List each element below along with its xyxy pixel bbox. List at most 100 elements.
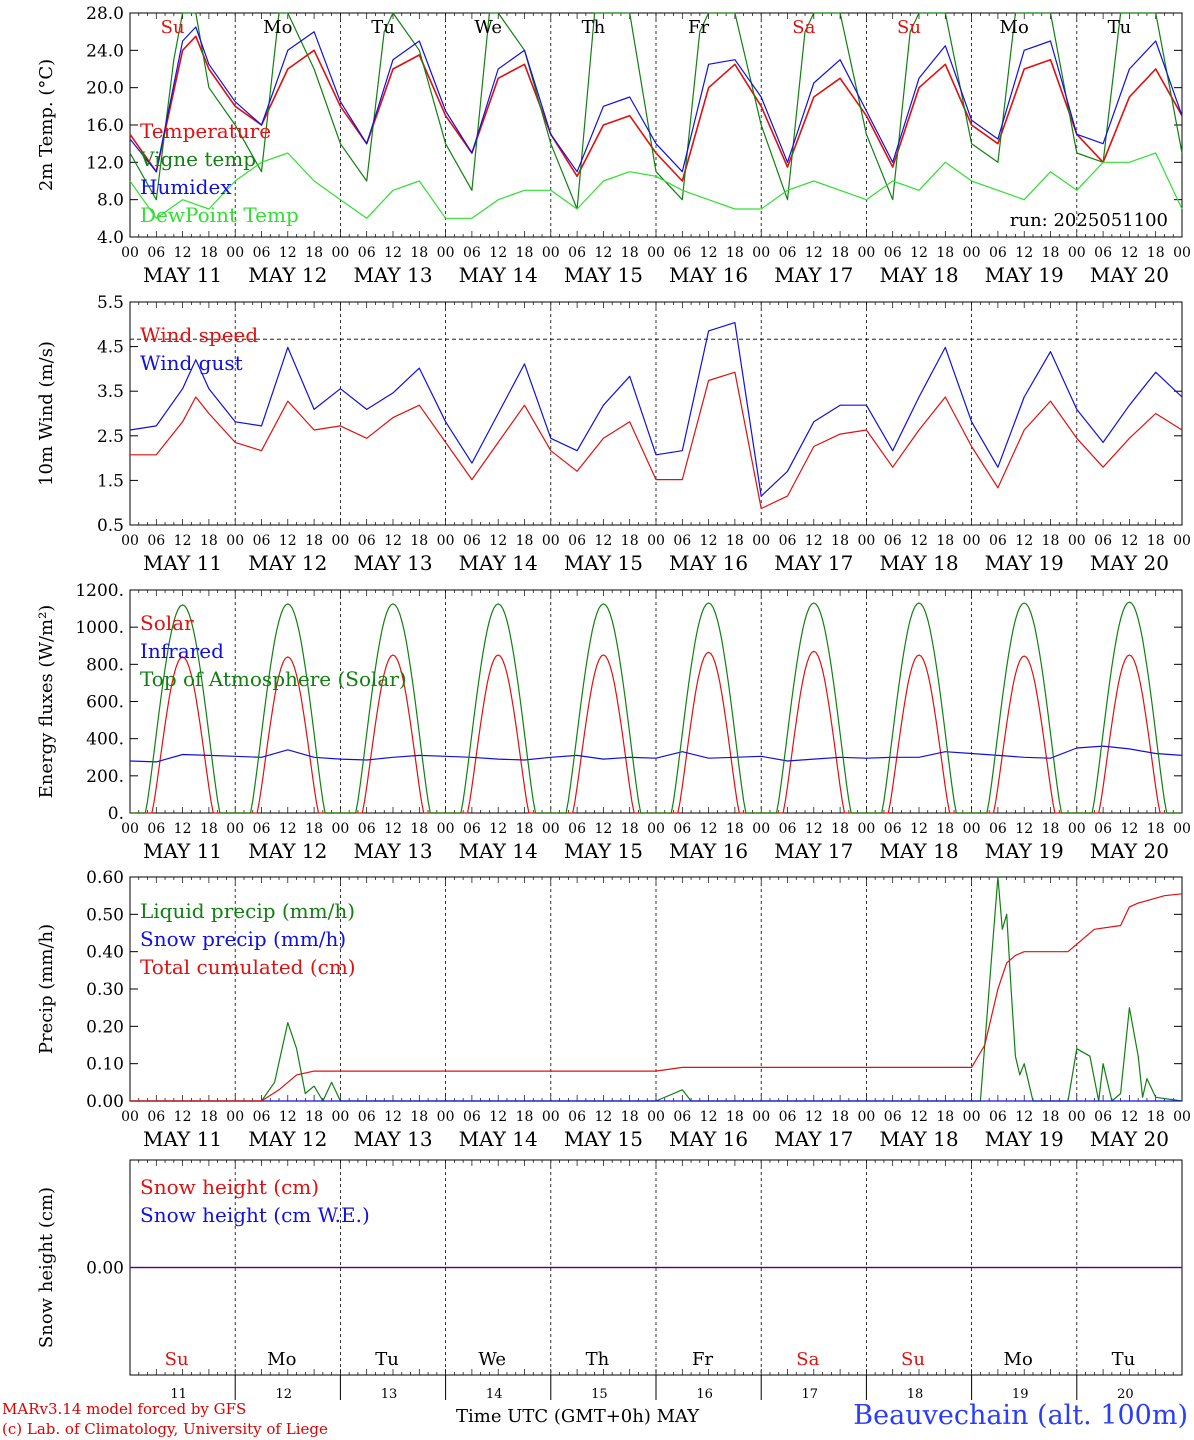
day-abbrev: Su [165,1349,189,1370]
date-label: MAY 13 [353,263,432,287]
day-number: 16 [696,1387,713,1402]
hour-tick-label: 12 [174,533,192,549]
hour-tick-label: 18 [1042,533,1060,549]
hour-tick-label: 18 [831,245,849,261]
date-label: MAY 13 [353,1127,432,1151]
hour-tick-label: 06 [463,533,481,549]
date-label: MAY 14 [459,839,538,863]
legend-entry: DewPoint Temp [140,203,299,227]
legend-entry: Vigne temp [139,147,256,171]
series-line-humidex [129,26,1183,173]
hour-tick-label: 18 [1042,245,1060,261]
y-tick-label: 8.0 [97,191,124,211]
day-number: 20 [1117,1387,1134,1402]
hour-tick-label: 12 [700,1109,718,1125]
date-label: MAY 13 [353,839,432,863]
day-abbrev: Th [582,17,606,38]
hour-tick-label: 00 [647,245,665,261]
hour-tick-label: 12 [910,821,928,837]
hour-tick-label: 00 [542,1109,560,1125]
series-line-infrared [129,745,1183,763]
hour-tick-label: 00 [1068,533,1086,549]
series-line-dewpoint-temp [129,152,1183,219]
hour-tick-label: 00 [331,821,349,837]
hour-tick-label: 18 [621,821,639,837]
hour-tick-label: 12 [279,533,297,549]
hour-tick-label: 12 [594,533,612,549]
date-label: MAY 13 [353,551,432,575]
y-axis-label: 10m Wind (m/s) [36,341,57,486]
date-label: MAY 11 [143,263,222,287]
hour-tick-label: 18 [936,821,954,837]
hour-tick-label: 06 [884,1109,902,1125]
date-label: MAY 19 [985,839,1064,863]
series-line-temperature [129,35,1183,182]
day-abbrev: Su [901,1349,925,1370]
hour-tick-label: 06 [147,821,165,837]
hour-tick-label: 06 [463,245,481,261]
series-line-vigne-temp [129,12,1183,210]
hour-tick-label: 06 [779,533,797,549]
hour-tick-label: 00 [542,245,560,261]
day-abbrev: Sa [792,17,815,38]
date-label: MAY 15 [564,1127,643,1151]
y-tick-label: 1.5 [97,471,124,491]
chart-panel-1: 4.0 8.0 12.0 16.0 20.0 24.0 28.0 2m Temp. (°C) 0… [36,4,1191,287]
hour-tick-label: 12 [384,821,402,837]
hour-tick-label: 06 [779,1109,797,1125]
hour-tick-label: 18 [305,821,323,837]
hour-tick-label: 18 [410,821,428,837]
legend-entry: Snow height (cm W.E.) [140,1203,370,1227]
hour-tick-label: 00 [226,821,244,837]
day-abbrev: Mo [267,1349,296,1370]
day-abbrev: Mo [263,17,292,38]
hour-tick-label: 18 [1042,821,1060,837]
hour-tick-label: 18 [726,533,744,549]
date-label: MAY 16 [669,551,748,575]
y-tick-label: 0.10 [86,1055,124,1075]
hour-tick-label: 18 [516,1109,534,1125]
date-label: MAY 16 [669,263,748,287]
hour-tick-label: 00 [331,1109,349,1125]
legend-entry: Liquid precip (mm/h) [140,899,355,923]
hour-tick-label: 18 [621,1109,639,1125]
station-label: Beauvechain (alt. 100m) [853,1400,1188,1431]
hour-tick-label: 12 [1120,245,1138,261]
date-label: MAY 12 [248,263,327,287]
hour-tick-label: 06 [463,1109,481,1125]
hour-tick-label: 00 [963,1109,981,1125]
date-label: MAY 17 [774,1127,853,1151]
day-abbrev: Th [586,1349,610,1370]
day-abbrev: Su [897,17,921,38]
hour-tick-label: 06 [673,245,691,261]
hour-tick-label: 12 [384,245,402,261]
hour-tick-label: 00 [857,821,875,837]
hour-tick-label: 00 [437,533,455,549]
hour-tick-label: 18 [200,1109,218,1125]
hour-tick-label: 06 [673,821,691,837]
hour-tick-label: 12 [1120,533,1138,549]
hour-tick-label: 06 [147,1109,165,1125]
y-tick-label: 0.20 [86,1017,124,1037]
hour-tick-label: 06 [253,533,271,549]
hour-tick-label: 00 [857,1109,875,1125]
hour-tick-label: 06 [568,1109,586,1125]
day-abbrev: Fr [692,1349,713,1370]
y-tick-label: 600. [86,693,124,713]
hour-tick-label: 00 [331,533,349,549]
date-label: MAY 18 [879,551,958,575]
hour-tick-label: 00 [121,821,139,837]
hour-tick-label: 06 [358,245,376,261]
hour-tick-label: 12 [384,533,402,549]
day-abbrev: Tu [371,17,395,38]
hour-tick-label: 12 [279,1109,297,1125]
date-label: MAY 19 [985,263,1064,287]
legend-entry: Total cumulated (cm) [140,955,356,979]
day-number: 12 [276,1387,293,1402]
series-line-top-of-atmosphere-solar [130,601,1182,814]
hour-tick-label: 12 [489,245,507,261]
hour-tick-label: 18 [936,245,954,261]
hour-tick-label: 00 [226,245,244,261]
hour-tick-label: 18 [726,821,744,837]
